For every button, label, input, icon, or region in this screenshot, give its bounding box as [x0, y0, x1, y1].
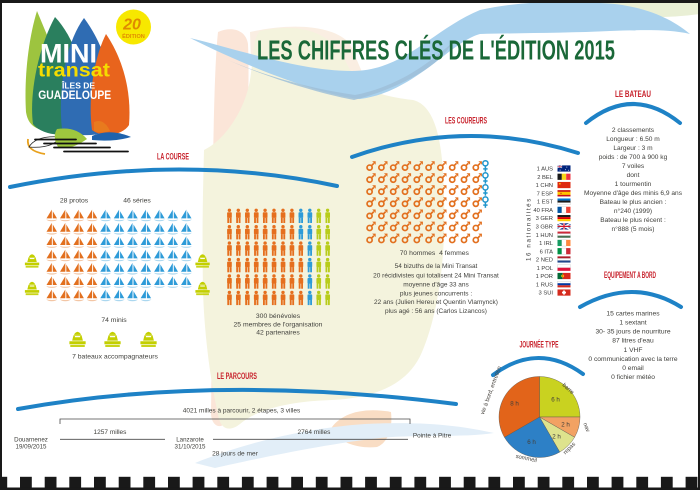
svg-text:GUADELOUPE: GUADELOUPE	[38, 90, 111, 102]
svg-text:6 ITA: 6 ITA	[540, 249, 554, 255]
svg-text:87 litres d'eau: 87 litres d'eau	[612, 338, 654, 345]
svg-text:70 hommes: 70 hommes	[400, 250, 436, 257]
svg-text:0 fichier météo: 0 fichier météo	[611, 374, 655, 381]
svg-text:2 h: 2 h	[561, 422, 570, 429]
svg-text:JOURNÉE TYPE: JOURNÉE TYPE	[520, 340, 559, 350]
svg-text:moyenne d'âge 33 ans: moyenne d'âge 33 ans	[403, 282, 469, 289]
svg-text:transat: transat	[38, 61, 111, 82]
svg-text:16 nationalités: 16 nationalités	[526, 197, 533, 261]
svg-text:1257 milles: 1257 milles	[94, 429, 128, 436]
svg-text:1 IRL: 1 IRL	[539, 241, 554, 247]
svg-text:40 FRA: 40 FRA	[533, 208, 553, 214]
svg-text:2 classements: 2 classements	[612, 127, 655, 134]
svg-text:74 minis: 74 minis	[101, 317, 127, 324]
svg-text:nav: nav	[581, 422, 590, 433]
svg-text:1 EST: 1 EST	[537, 200, 554, 206]
svg-text:20 récidivistes qui totalisent: 20 récidivistes qui totalisent 24 Mini T…	[373, 273, 499, 280]
svg-text:46 séries: 46 séries	[123, 198, 151, 205]
svg-text:3 GER: 3 GER	[536, 216, 553, 222]
svg-text:LA COURSE: LA COURSE	[157, 152, 189, 162]
svg-text:1 VHF: 1 VHF	[624, 347, 643, 354]
svg-text:Douarnenez: Douarnenez	[14, 437, 48, 444]
svg-text:1 HUN: 1 HUN	[536, 233, 553, 239]
svg-text:1 POR: 1 POR	[536, 274, 553, 280]
svg-text:sommeil: sommeil	[515, 454, 537, 464]
svg-text:1 tourmentin: 1 tourmentin	[615, 181, 652, 188]
svg-text:3 SUI: 3 SUI	[539, 291, 554, 297]
svg-text:ÉDITION: ÉDITION	[122, 32, 145, 40]
svg-text:1 AUS: 1 AUS	[537, 167, 554, 173]
svg-text:7 ESP: 7 ESP	[537, 191, 554, 197]
svg-text:0 email: 0 email	[622, 365, 644, 372]
svg-text:1 CHN: 1 CHN	[536, 183, 553, 189]
svg-text:LE PARCOURS: LE PARCOURS	[217, 371, 257, 381]
svg-text:2 NED: 2 NED	[536, 258, 553, 264]
svg-text:plus agé : 56 ans (Carlos Liza: plus agé : 56 ans (Carlos Lizancos)	[385, 308, 487, 315]
svg-text:4 femmes: 4 femmes	[439, 250, 469, 257]
svg-text:28 protos: 28 protos	[60, 198, 89, 205]
svg-text:3 GBR: 3 GBR	[536, 224, 553, 230]
svg-text:6 h: 6 h	[551, 397, 560, 404]
svg-text:31/10/2015: 31/10/2015	[175, 444, 207, 451]
svg-text:300 bénévoles: 300 bénévoles	[256, 313, 301, 320]
svg-text:0 communication avec la terre: 0 communication avec la terre	[588, 356, 677, 363]
svg-text:7 voiles: 7 voiles	[622, 163, 645, 170]
svg-text:Bateau le plus ancien :: Bateau le plus ancien :	[600, 199, 667, 206]
svg-text:20: 20	[122, 17, 141, 34]
svg-text:Longueur : 6.50 m: Longueur : 6.50 m	[606, 136, 660, 143]
svg-text:22 ans (Julien Hereu et Quenti: 22 ans (Julien Hereu et Quentin Vlamynck…	[374, 299, 498, 306]
svg-text:ÎLES DE: ÎLES DE	[61, 81, 96, 90]
svg-text:Bateau le plus récent :: Bateau le plus récent :	[600, 217, 666, 224]
svg-text:vie à bord, entretien: vie à bord, entretien	[480, 366, 503, 416]
svg-text:2764 milles: 2764 milles	[298, 429, 332, 436]
svg-text:EQUIPEMENT A BORD: EQUIPEMENT A BORD	[604, 270, 656, 280]
svg-text:8 h: 8 h	[510, 401, 519, 408]
svg-text:plus jeunes concurrents :: plus jeunes concurrents :	[400, 291, 472, 298]
svg-text:Pointe à Pitre: Pointe à Pitre	[413, 433, 452, 440]
svg-text:25 membres de l'organisation: 25 membres de l'organisation	[234, 321, 323, 328]
svg-text:2 BEL: 2 BEL	[537, 175, 554, 181]
svg-text:2 h: 2 h	[552, 434, 561, 441]
svg-text:LES CHIFFRES CLÉS DE L'ÉDITION: LES CHIFFRES CLÉS DE L'ÉDITION 2015	[257, 35, 615, 66]
svg-text:1 sextant: 1 sextant	[619, 320, 646, 327]
svg-text:1 RUS: 1 RUS	[536, 282, 553, 288]
svg-text:42 partenaires: 42 partenaires	[256, 329, 300, 336]
svg-text:30- 35 jours de nourriture: 30- 35 jours de nourriture	[595, 329, 670, 336]
svg-text:28 jours de mer: 28 jours de mer	[212, 451, 259, 458]
svg-text:4021 milles à parcourir, 2 éta: 4021 milles à parcourir, 2 étapes, 3 vil…	[183, 408, 301, 415]
svg-text:n°888 (5 mois): n°888 (5 mois)	[612, 225, 655, 233]
svg-text:LE BATEAU: LE BATEAU	[615, 89, 651, 99]
svg-text:n°240 (1999): n°240 (1999)	[614, 207, 652, 215]
svg-text:Lanzarote: Lanzarote	[176, 437, 204, 444]
svg-text:Moyenne d'âge des minis 6,9 an: Moyenne d'âge des minis 6,9 ans	[584, 190, 683, 197]
svg-text:54 bizuths de la Mini Transat: 54 bizuths de la Mini Transat	[395, 263, 478, 270]
svg-text:19/09/2015: 19/09/2015	[16, 444, 48, 451]
svg-text:LES COUREURS: LES COUREURS	[445, 116, 487, 126]
svg-text:7 bateaux accompagnateurs: 7 bateaux accompagnateurs	[72, 353, 158, 360]
svg-text:dont: dont	[627, 172, 640, 179]
svg-text:MINI: MINI	[40, 39, 97, 69]
svg-text:poids : de 700 à 900 kg: poids : de 700 à 900 kg	[599, 154, 668, 161]
svg-text:15 cartes marines: 15 cartes marines	[606, 311, 660, 318]
svg-text:6 h: 6 h	[527, 439, 536, 446]
svg-text:1 POL: 1 POL	[537, 266, 554, 272]
svg-text:Largeur : 3 m: Largeur : 3 m	[613, 145, 653, 152]
